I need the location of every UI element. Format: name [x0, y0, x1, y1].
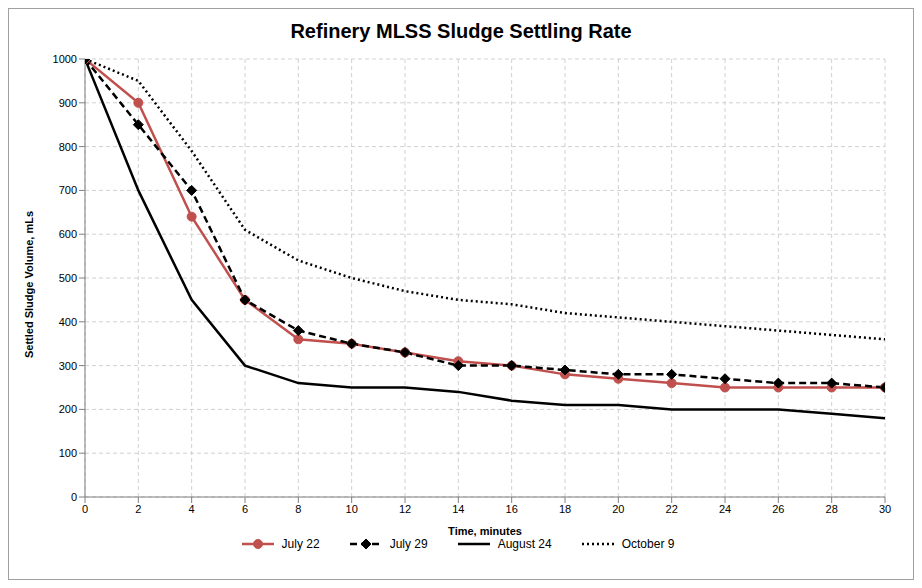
- svg-text:200: 200: [59, 403, 77, 415]
- svg-text:4: 4: [189, 503, 195, 515]
- svg-text:6: 6: [242, 503, 248, 515]
- svg-text:700: 700: [59, 184, 77, 196]
- html-text:July 22: July 22: [281, 537, 320, 551]
- svg-text:2: 2: [135, 503, 141, 515]
- svg-text:16: 16: [506, 503, 518, 515]
- svg-text:400: 400: [59, 316, 77, 328]
- svg-text:14: 14: [452, 503, 464, 515]
- svg-text:10: 10: [346, 503, 358, 515]
- html-text:August 24: August 24: [497, 537, 552, 551]
- svg-text:900: 900: [59, 97, 77, 109]
- svg-text:1000: 1000: [53, 53, 77, 65]
- svg-text:300: 300: [59, 360, 77, 372]
- svg-text:Settled Sludge Volume, mLs: Settled Sludge Volume, mLs: [23, 211, 35, 358]
- html-text:Refinery MLSS Sludge Settling: Refinery MLSS Sludge Settling Rate: [290, 20, 632, 42]
- svg-text:500: 500: [59, 272, 77, 284]
- svg-text:0: 0: [82, 503, 88, 515]
- svg-text:Time, minutes: Time, minutes: [448, 525, 522, 537]
- svg-text:100: 100: [59, 447, 77, 459]
- svg-text:20: 20: [612, 503, 624, 515]
- svg-text:0: 0: [71, 491, 77, 503]
- svg-text:8: 8: [295, 503, 301, 515]
- svg-text:18: 18: [559, 503, 571, 515]
- svg-text:22: 22: [666, 503, 678, 515]
- svg-text:12: 12: [399, 503, 411, 515]
- svg-text:26: 26: [772, 503, 784, 515]
- svg-text:28: 28: [826, 503, 838, 515]
- html-text:October 9: October 9: [621, 537, 675, 551]
- svg-text:30: 30: [879, 503, 891, 515]
- svg-text:24: 24: [719, 503, 731, 515]
- svg-text:800: 800: [59, 141, 77, 153]
- html-text:July 29: July 29: [389, 537, 428, 551]
- svg-text:600: 600: [59, 228, 77, 240]
